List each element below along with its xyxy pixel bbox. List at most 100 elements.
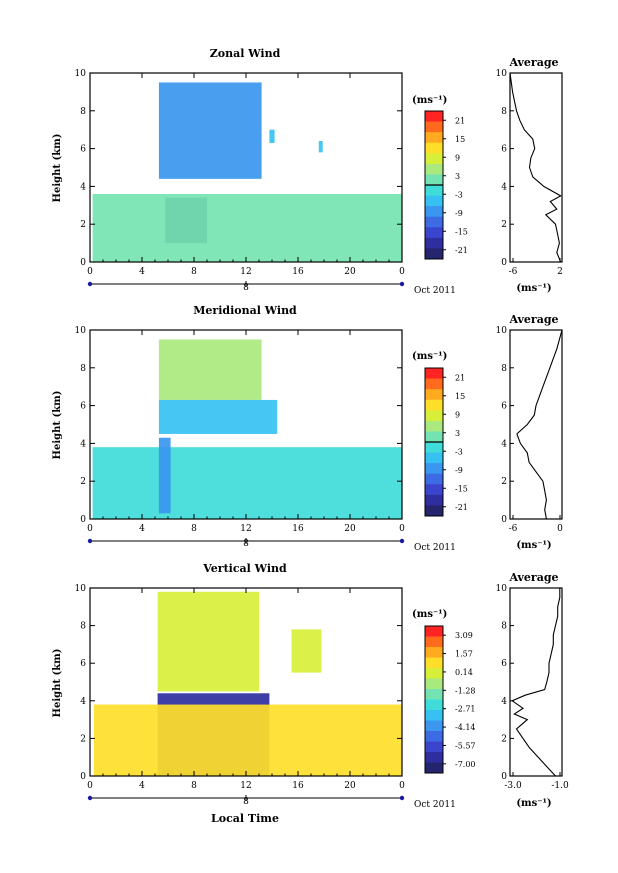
average-y-tick-label: 0 bbox=[501, 772, 507, 782]
vertical-wind-ylabel: Height (km) bbox=[52, 649, 63, 718]
colorbar-segment bbox=[425, 626, 443, 637]
average-y-tick-label: 0 bbox=[501, 258, 507, 268]
x-tick-label: 12 bbox=[240, 781, 251, 791]
colorbar-tick-label: 3 bbox=[455, 172, 460, 181]
average-y-tick-label: 2 bbox=[501, 220, 507, 230]
y-tick-label: 2 bbox=[80, 477, 86, 487]
heatmap-region-0 bbox=[158, 82, 262, 179]
heatmap-region-3 bbox=[158, 437, 171, 514]
colorbar-segment bbox=[425, 741, 443, 753]
heatmap-region-3 bbox=[291, 629, 322, 673]
colorbar-segment bbox=[425, 237, 443, 249]
colorbar-frame bbox=[424, 625, 444, 774]
x-tick-label: 4 bbox=[139, 267, 145, 277]
colorbar-segment bbox=[425, 174, 443, 186]
colorbar-tick-label: -9 bbox=[455, 209, 463, 218]
average-y-tick-label: 10 bbox=[496, 326, 508, 336]
vertical-wind-colorbar-unit: (ms⁻¹) bbox=[412, 609, 447, 620]
vertical-wind-panel: Vertical Wind Height (km) 8 Oct 2011 (ms… bbox=[52, 562, 569, 825]
colorbar-tick-label: 9 bbox=[455, 410, 460, 419]
date-dot-end bbox=[399, 538, 405, 544]
y-tick-label: 10 bbox=[75, 326, 87, 336]
x-tick-label: 0 bbox=[87, 524, 93, 534]
x-tick-label: 16 bbox=[292, 524, 304, 534]
x-tick-label: 12 bbox=[240, 524, 251, 534]
average-y-tick-label: 8 bbox=[501, 364, 507, 374]
zonal-wind-average-xlabel: (ms⁻¹) bbox=[516, 283, 551, 294]
colorbar-tick-label: -15 bbox=[455, 227, 468, 236]
colorbar-segment bbox=[425, 206, 443, 218]
colorbar-segment bbox=[425, 699, 443, 711]
heatmap-region-2 bbox=[92, 193, 402, 262]
colorbar-tick-label: 0.14 bbox=[455, 668, 473, 677]
x-tick-label: 16 bbox=[292, 781, 304, 791]
average-x-tick-label: -1.0 bbox=[551, 781, 569, 791]
x-tick-label: 8 bbox=[191, 267, 197, 277]
y-tick-label: 8 bbox=[80, 107, 86, 117]
colorbar-segment bbox=[425, 494, 443, 506]
meridional-wind-title: Meridional Wind bbox=[193, 304, 297, 317]
x-tick-label: 0 bbox=[87, 267, 93, 277]
average-profile-line bbox=[516, 329, 563, 520]
colorbar-segment bbox=[425, 216, 443, 228]
average-x-tick-label: 0 bbox=[557, 524, 563, 534]
colorbar-tick-label: -3 bbox=[455, 190, 463, 199]
colorbar-segment bbox=[425, 505, 443, 517]
heatmap-region-0 bbox=[157, 591, 259, 692]
average-frame bbox=[509, 72, 563, 263]
x-tick-label: 20 bbox=[344, 524, 356, 534]
colorbar-segment bbox=[425, 442, 443, 454]
colorbar-segment bbox=[425, 431, 443, 443]
y-tick-label: 0 bbox=[80, 258, 86, 268]
zonal-wind-panel: Zonal Wind Height (km) 8 Oct 2011 (ms⁻¹)… bbox=[52, 47, 563, 296]
y-tick-label: 0 bbox=[80, 515, 86, 525]
colorbar-segment bbox=[425, 121, 443, 133]
colorbar-tick-label: -21 bbox=[455, 246, 468, 255]
colorbar-segment bbox=[425, 153, 443, 165]
y-tick-label: 2 bbox=[80, 220, 86, 230]
y-tick-label: 4 bbox=[80, 182, 86, 192]
x-tick-label: 12 bbox=[240, 267, 251, 277]
colorbar-segment bbox=[425, 762, 443, 774]
colorbar-segment bbox=[425, 389, 443, 401]
colorbar-tick-label: 3 bbox=[455, 429, 460, 438]
local-time-xlabel: Local Time bbox=[211, 812, 279, 825]
colorbar-tick-label: -5.57 bbox=[455, 741, 476, 750]
colorbar-segment bbox=[425, 410, 443, 422]
heatmap-region-2 bbox=[92, 447, 402, 519]
colorbar-tick-label: -7.00 bbox=[455, 760, 476, 769]
average-frame bbox=[509, 587, 563, 777]
meridional-wind-average-xlabel: (ms⁻¹) bbox=[516, 540, 551, 551]
average-y-tick-label: 8 bbox=[501, 622, 507, 632]
colorbar-tick-label: 3.09 bbox=[455, 631, 473, 640]
average-y-tick-label: 10 bbox=[496, 69, 508, 79]
average-x-tick-label: 2 bbox=[557, 267, 563, 277]
colorbar-segment bbox=[425, 227, 443, 239]
meridional-wind-date-label: Oct 2011 bbox=[414, 543, 456, 553]
meridional-wind-colorbar-unit: (ms⁻¹) bbox=[412, 351, 447, 362]
colorbar-tick-label: -3 bbox=[455, 447, 463, 456]
colorbar-segment bbox=[425, 463, 443, 475]
vertical-wind-average-xlabel: (ms⁻¹) bbox=[516, 798, 551, 809]
average-y-tick-label: 0 bbox=[501, 515, 507, 525]
average-y-tick-label: 4 bbox=[501, 439, 507, 449]
colorbar-tick-label: -2.71 bbox=[455, 705, 476, 714]
average-x-tick-label: -6 bbox=[509, 524, 518, 534]
heatmap-region-0 bbox=[158, 339, 262, 400]
x-tick-label: 20 bbox=[344, 781, 356, 791]
y-tick-label: 0 bbox=[80, 772, 86, 782]
y-tick-label: 10 bbox=[75, 584, 87, 594]
colorbar-segment bbox=[425, 657, 443, 669]
y-tick-label: 4 bbox=[80, 697, 86, 707]
colorbar-segment bbox=[425, 142, 443, 154]
colorbar-segment bbox=[425, 111, 443, 123]
average-x-tick-label: -6 bbox=[509, 267, 518, 277]
average-x-tick-label: -3.0 bbox=[504, 781, 522, 791]
x-tick-label: 8 bbox=[191, 781, 197, 791]
date-dot-start bbox=[87, 538, 93, 544]
colorbar-segment bbox=[425, 248, 443, 260]
average-y-tick-label: 4 bbox=[501, 182, 507, 192]
average-profile-line bbox=[511, 588, 561, 777]
vertical-wind-date-marker: 8 bbox=[243, 797, 249, 807]
colorbar-segment bbox=[425, 484, 443, 496]
